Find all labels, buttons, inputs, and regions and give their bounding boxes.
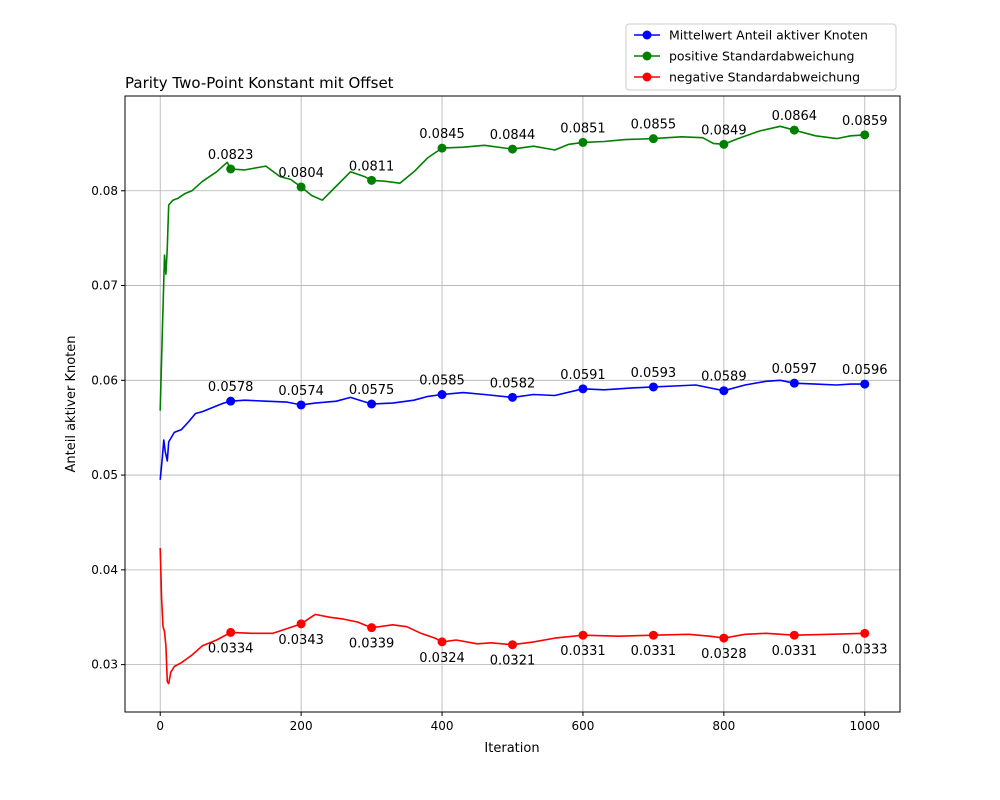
data-label: 0.0855 [631,118,677,133]
data-point-marker [578,630,588,640]
ticks-layer: 0 200 400 600 800 1000 0.03 0.04 0.05 0.06 0.07 0.0… [91,184,880,733]
data-label: 0.0339 [349,637,395,652]
series-line [159,125,865,411]
data-label: 0.0851 [560,121,606,136]
data-point-marker [578,137,588,147]
data-point-marker [648,382,658,392]
data-label: 0.0343 [278,633,324,648]
legend-marker [642,51,652,61]
data-point-marker [860,628,870,638]
axes-frame [124,95,901,713]
chart-title: Parity Two-Point Konstant mit Offset [125,74,394,92]
series-layer: 0.0578 0.0574 0.0575 0.0585 0.0582 0.0591 0.05… [159,109,888,685]
data-label: 0.0844 [490,128,536,143]
data-point-marker [226,164,236,174]
x-tick-label: 200 [290,719,313,733]
data-label: 0.0331 [772,644,818,659]
legend-marker [642,30,652,40]
data-point-marker [789,125,799,135]
data-label: 0.0845 [419,127,465,142]
data-point-marker [719,386,729,396]
legend-box [625,23,897,91]
x-tick-label: 800 [712,719,735,733]
data-label: 0.0593 [631,366,677,381]
legend-entry-label: Mittelwert Anteil aktiver Knoten [669,28,868,43]
legend-entry-label: negative Standardabweichung [669,70,860,85]
data-point-marker [437,143,447,153]
data-point-marker [296,619,306,629]
data-point-marker [789,630,799,640]
data-point-marker [789,378,799,388]
data-label: 0.0589 [701,370,747,385]
data-label: 0.0849 [701,123,747,138]
data-label: 0.0331 [560,644,606,659]
data-label: 0.0333 [842,642,888,657]
y-tick-label: 0.04 [91,563,118,577]
data-point-marker [860,130,870,140]
data-label: 0.0321 [490,654,536,669]
data-point-marker [508,640,517,650]
data-label: 0.0811 [349,159,395,174]
data-point-marker [508,144,517,154]
data-point-marker [226,396,236,406]
data-label: 0.0334 [208,641,254,656]
data-label: 0.0859 [842,114,888,129]
x-tick-label: 1000 [849,719,880,733]
data-point-marker [860,379,870,389]
x-tick-label: 600 [572,719,595,733]
data-label: 0.0596 [842,363,888,378]
data-label: 0.0804 [278,166,324,181]
data-point-marker [437,637,447,647]
x-tick-label: 400 [431,719,454,733]
data-point-marker [648,134,658,144]
data-point-marker [226,627,236,637]
data-label: 0.0331 [631,644,677,659]
y-tick-label: 0.07 [91,279,118,293]
data-label: 0.0574 [278,384,324,399]
data-label: 0.0597 [772,362,818,377]
data-point-marker [578,384,588,394]
legend-marker [642,72,652,82]
data-label: 0.0582 [490,376,536,391]
x-axis-label: Iteration [484,741,539,756]
data-point-marker [367,399,377,409]
legend: Mittelwert Anteil aktiver Knoten positive… [625,23,897,91]
series-group: 0.0823 0.0804 0.0811 0.0845 0.0844 0.0851 0.08… [159,109,888,411]
legend-entry-label: positive Standardabweichung [669,49,854,64]
data-point-marker [367,623,377,633]
series-group: 0.0334 0.0343 0.0339 0.0324 0.0321 0.0331 0.03… [159,547,888,685]
x-tick-label: 0 [156,719,164,733]
data-label: 0.0823 [208,148,254,163]
y-tick-label: 0.06 [91,373,118,387]
data-label: 0.0328 [701,647,747,662]
y-tick-label: 0.08 [91,184,118,198]
y-tick-label: 0.05 [91,468,118,482]
data-point-marker [508,392,517,402]
data-label: 0.0585 [419,374,465,389]
y-tick-label: 0.03 [91,658,118,672]
data-point-marker [296,400,306,410]
series-line [159,547,865,685]
data-point-marker [437,390,447,400]
data-label: 0.0324 [419,651,465,666]
data-point-marker [648,630,658,640]
series-group: 0.0578 0.0574 0.0575 0.0585 0.0582 0.0591 0.05… [159,362,888,480]
data-label: 0.0864 [772,109,818,124]
data-point-marker [296,182,306,192]
y-axis-label: Anteil aktiver Knoten [64,335,79,472]
data-label: 0.0575 [349,383,395,398]
data-label: 0.0578 [208,380,254,395]
data-point-marker [719,139,729,149]
data-point-marker [719,633,729,643]
data-label: 0.0591 [560,368,606,383]
data-point-marker [367,175,377,185]
